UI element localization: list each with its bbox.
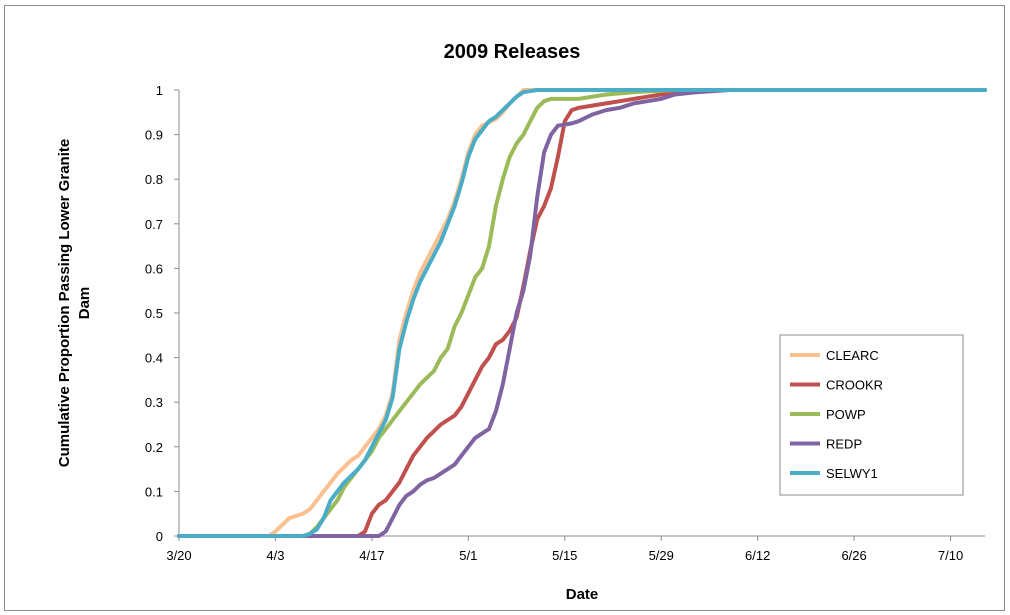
chart-title: 2009 Releases	[444, 41, 581, 63]
legend: CLEARC CROOKR POWP REDP SELWY1	[779, 334, 964, 496]
y-tick-label: 0.7	[145, 217, 163, 232]
series-line-powp	[177, 88, 987, 538]
legend-label-clearc: CLEARC	[826, 348, 879, 363]
y-axis-title-line-2: Dam	[76, 287, 93, 320]
y-tick-label: 0	[156, 529, 163, 544]
y-axis-title: Cumulative Proportion Passing Lower Gran…	[56, 139, 93, 467]
y-tick-label: 1	[156, 83, 163, 98]
y-tick-label: 0.9	[145, 128, 163, 143]
series-line-clearc	[177, 88, 987, 538]
legend-label-selwy1: SELWY1	[826, 466, 878, 481]
legend-label-redp: REDP	[826, 437, 862, 452]
x-tick-label: 5/29	[649, 548, 674, 563]
x-tick-label: 5/1	[459, 548, 477, 563]
x-tick-label: 5/15	[552, 548, 577, 563]
chart-frame: 2009 Releases Cumulative Proportion Pass…	[4, 5, 1005, 611]
y-tick-label: 0.1	[145, 484, 163, 499]
legend-label-crookr: CROOKR	[826, 378, 883, 393]
y-tick-label: 0.6	[145, 261, 163, 276]
y-tick-label: 0.8	[145, 172, 163, 187]
y-axis-title-line-1: Cumulative Proportion Passing Lower Gran…	[56, 139, 73, 467]
y-tick-label: 0.5	[145, 306, 163, 321]
y-tick-label: 0.4	[145, 351, 163, 366]
x-tick-label: 6/26	[841, 548, 866, 563]
series-line-crookr	[177, 88, 987, 538]
x-tick-label: 7/10	[938, 548, 963, 563]
x-axis-title: Date	[566, 586, 599, 603]
y-tick-label: 0.3	[145, 395, 163, 410]
x-tick-label: 4/17	[359, 548, 384, 563]
x-tick-label: 4/3	[266, 548, 284, 563]
series-lines	[177, 88, 987, 538]
legend-label-powp: POWP	[826, 407, 866, 422]
tick-labels: 0 0.1 0.2 0.3 0.4 0.5 0.6 0.7 0.8 0.9 1 3/20 4/3 4/17…	[145, 83, 963, 563]
x-tick-label: 3/20	[166, 548, 191, 563]
series-line-redp	[177, 88, 987, 538]
series-line-selwy1	[177, 88, 987, 538]
y-tick-label: 0.2	[145, 440, 163, 455]
line-chart: 2009 Releases Cumulative Proportion Pass…	[56, 41, 987, 603]
x-tick-label: 6/12	[745, 548, 770, 563]
